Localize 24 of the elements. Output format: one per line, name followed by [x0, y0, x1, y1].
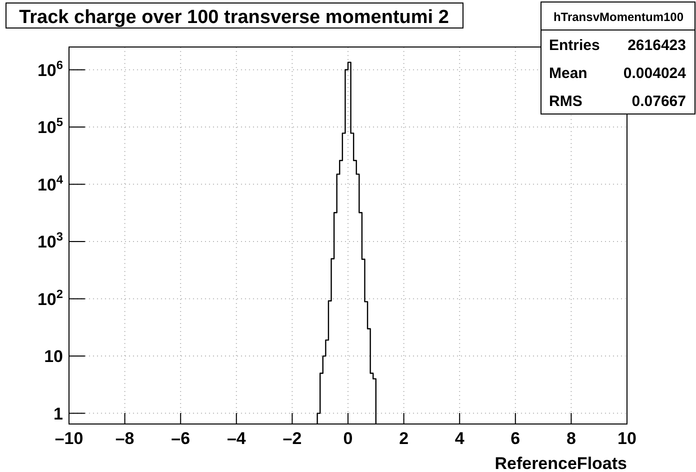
x-tick-label: 2 [399, 429, 409, 448]
y-tick-label: 10$^{2}$ [37, 286, 64, 309]
text: Entries 2616423 [549, 37, 686, 54]
x-tick-label: –2 [282, 429, 302, 448]
x-tick-label: –8 [115, 429, 134, 448]
x-tick-label: –10 [54, 429, 84, 448]
y-tick-label: 1 [54, 404, 63, 424]
y-tick-label: 10$^{5}$ [37, 115, 64, 138]
x-tick-label: 8 [566, 429, 576, 448]
x-tick-label: 6 [510, 429, 520, 448]
x-tick-label: –4 [226, 429, 246, 448]
chart-title: Track charge over 100 transverse momentumi 2 [19, 7, 449, 28]
x-tick-label: 0 [343, 429, 353, 448]
x-tick-label: –6 [171, 429, 190, 448]
text: Mean 0.004024 [549, 65, 686, 82]
x-axis-title: ReferenceFloats [494, 454, 627, 472]
y-tick-label: 10 [44, 347, 63, 366]
text: RMS 0.07667 [549, 93, 686, 110]
y-tick-label: 10$^{3}$ [37, 230, 64, 252]
x-tick-label: 10 [618, 429, 636, 448]
y-tick-label: 10$^{4}$ [37, 172, 64, 194]
x-tick-label: 4 [454, 429, 465, 448]
y-tick-label: 10$^{6}$ [37, 58, 64, 80]
text: hTransvMomentum100 [553, 10, 684, 24]
